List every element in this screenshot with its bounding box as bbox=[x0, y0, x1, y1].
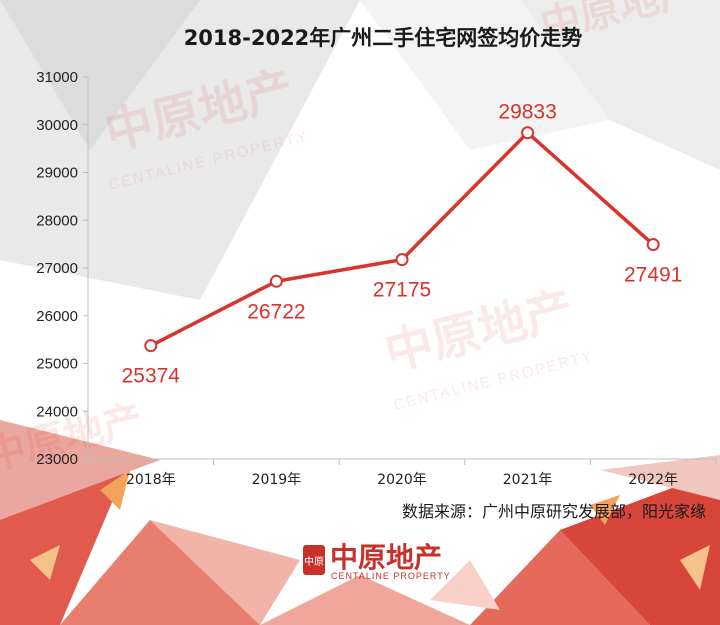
logo-text: 中原地产 bbox=[330, 541, 442, 574]
chart-title: 2018-2022年广州二手住宅网签均价走势 bbox=[184, 26, 583, 50]
y-tick-label: 25000 bbox=[36, 356, 78, 373]
seal-icon bbox=[303, 545, 325, 575]
data-point bbox=[646, 238, 660, 252]
y-tick-label: 29000 bbox=[36, 165, 78, 182]
data-label: 29833 bbox=[498, 101, 556, 124]
bg-shape bbox=[260, 575, 470, 625]
y-tick-label: 31000 bbox=[36, 69, 78, 86]
data-label: 25374 bbox=[122, 365, 181, 388]
logo-subtext: CENTALINE PROPERTY bbox=[331, 571, 451, 581]
x-tick-label: 2021年 bbox=[503, 472, 553, 488]
data-label: 27491 bbox=[624, 264, 682, 287]
y-tick-label: 30000 bbox=[36, 117, 78, 134]
bg-shape bbox=[0, 0, 200, 150]
bg-shape bbox=[150, 520, 300, 625]
bg-shape bbox=[60, 520, 260, 625]
x-tick-label: 2022年 bbox=[628, 472, 678, 488]
bg-shape bbox=[30, 545, 60, 580]
data-point bbox=[521, 126, 535, 140]
brand-logo: 中原 中原地产 CENTALINE PROPERTY bbox=[303, 541, 451, 581]
data-point bbox=[144, 339, 158, 353]
y-tick-label: 24000 bbox=[36, 403, 78, 420]
bg-shape bbox=[470, 530, 650, 625]
seal-text: 中原 bbox=[304, 555, 324, 568]
y-tick-label: 26000 bbox=[36, 308, 78, 325]
source-note: 数据来源：广州中原研究发展部，阳光家缘 bbox=[402, 502, 706, 521]
bg-shape bbox=[520, 0, 720, 170]
bg-shape bbox=[600, 455, 720, 500]
data-label: 27175 bbox=[373, 279, 431, 302]
y-axis: 23000 24000 25000 26000 27000 28000 29000 30000… bbox=[36, 69, 89, 468]
data-point bbox=[269, 274, 283, 288]
x-tick-label: 2019年 bbox=[252, 472, 302, 488]
y-tick-label: 28000 bbox=[36, 212, 78, 229]
data-point bbox=[395, 253, 409, 267]
data-label: 26722 bbox=[247, 300, 305, 323]
bg-shape bbox=[100, 470, 130, 510]
series-layer: 25374 26722 27175 29833 27491 bbox=[122, 101, 683, 388]
bg-shape bbox=[680, 545, 710, 590]
bg-shape bbox=[590, 495, 620, 525]
x-tick-label: 2018年 bbox=[126, 472, 176, 488]
bg-shape bbox=[0, 420, 160, 520]
y-tick-label: 23000 bbox=[36, 451, 78, 468]
bg-shape bbox=[360, 0, 610, 150]
x-tick-label: 2020年 bbox=[377, 472, 427, 488]
y-tick-label: 27000 bbox=[36, 260, 78, 277]
bg-shape bbox=[560, 470, 720, 625]
watermark-group: 中原地产 CENTALINE PROPERTY 中原地产 CENTALINE P… bbox=[0, 0, 703, 480]
x-axis: 2018年 2019年 2020年 2021年 2022年 bbox=[87, 458, 717, 488]
bg-shape bbox=[430, 560, 500, 610]
